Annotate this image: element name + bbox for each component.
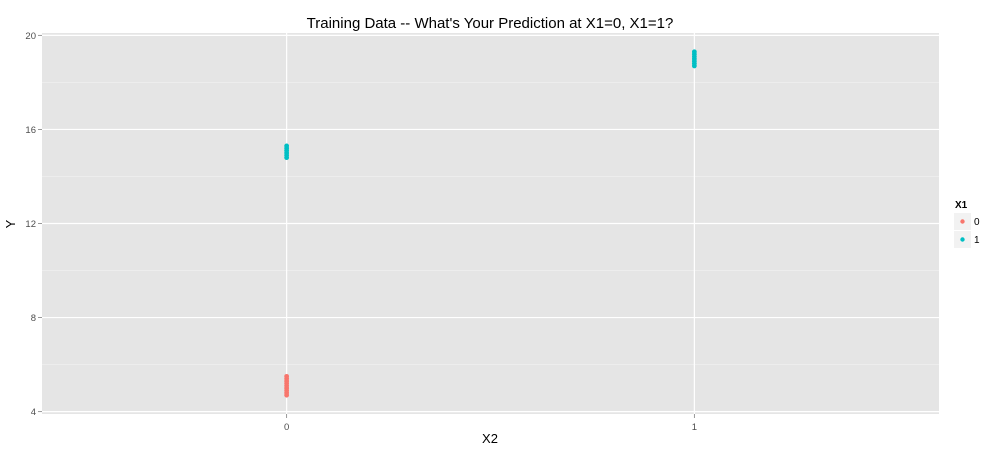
legend-label-1: 1 xyxy=(974,235,980,246)
data-point-series-0 xyxy=(284,373,290,379)
minor-gridlines xyxy=(42,82,939,365)
legend-title: X1 xyxy=(955,200,968,211)
legend-key-1 xyxy=(960,237,965,242)
x-tick-label: 0 xyxy=(284,422,289,433)
x-tick-label: 1 xyxy=(692,422,697,433)
legend-label-0: 0 xyxy=(974,217,980,228)
legend: X1 0 1 xyxy=(954,200,980,248)
y-axis-title: Y xyxy=(3,219,18,228)
y-tick-label: 16 xyxy=(25,125,36,136)
y-tick-label: 12 xyxy=(25,219,36,230)
y-tick-label: 8 xyxy=(31,313,36,324)
y-tick-label: 20 xyxy=(25,31,36,42)
data-point-series-1 xyxy=(284,143,290,149)
legend-key-0 xyxy=(960,219,965,224)
data-points xyxy=(284,49,697,398)
y-tick-label: 4 xyxy=(31,407,36,418)
x-axis-title: X2 xyxy=(482,431,498,446)
chart-title: Training Data -- What's Your Prediction … xyxy=(307,15,674,32)
major-gridlines xyxy=(42,33,939,414)
y-axis-ticks: 4 8 12 16 20 xyxy=(25,31,42,418)
data-point-series-1 xyxy=(691,49,697,55)
